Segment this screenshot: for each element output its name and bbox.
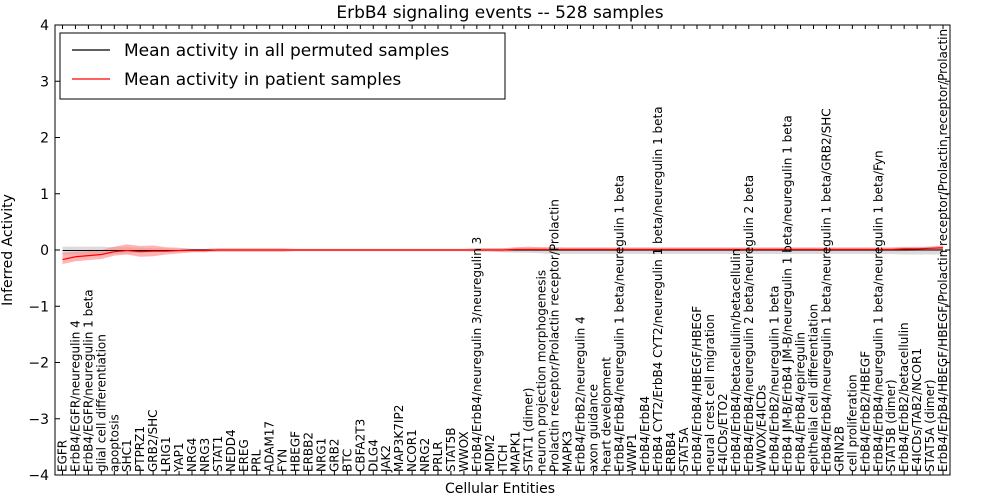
legend: Mean activity in all permuted samples Me… bbox=[59, 32, 506, 100]
y-tick-label: 1 bbox=[40, 187, 49, 203]
x-tick-label: STAT1 bbox=[211, 436, 225, 472]
x-tick-label: WWOX bbox=[457, 431, 471, 472]
x-tick-label: NRG2 bbox=[418, 438, 432, 472]
x-tick-label: GRIN2B bbox=[832, 426, 846, 472]
x-tick-label: YAP1 bbox=[172, 443, 186, 473]
series-line-1 bbox=[62, 247, 944, 261]
x-tick-label: ErbB4/ErbB4/betacellulin/betacellulin bbox=[729, 249, 743, 472]
x-tick-label: ErbB4/ErbB4 bbox=[638, 396, 652, 472]
x-tick-label: EREG bbox=[237, 439, 251, 472]
x-tick-label: PRL bbox=[250, 449, 264, 472]
x-tick-label: NRG3 bbox=[198, 438, 212, 472]
x-tick-label: ErbB4 CYT2/ErbB4 CYT2/neuregulin 1 beta/… bbox=[651, 106, 665, 472]
x-tick-label: ErbB4 JM-B/ErbB4 JM-B/neuregulin 1 beta/… bbox=[781, 115, 795, 472]
x-tick-label: HBEGF bbox=[289, 431, 303, 472]
x-tick-label: STAT5B bbox=[444, 428, 458, 473]
x-tick-label: DLG4 bbox=[366, 439, 380, 472]
x-tick-label: ErbB4/ErbB2/neuregulin 1 beta bbox=[768, 285, 782, 472]
x-tick-label: WWOX/E4ICDs bbox=[755, 385, 769, 472]
x-tick-label: SHC1 bbox=[120, 439, 134, 472]
y-tick-label: 2 bbox=[40, 131, 49, 147]
x-tick-label: ErbB4/ErbB2/betacellulin bbox=[897, 322, 911, 472]
x-tick-label: apoptosis bbox=[107, 414, 121, 472]
x-tick-label: ERBB4 bbox=[664, 432, 678, 472]
x-tick-label: ErbB4/ErbB4/HBEGF/HBEGF/Prolactin recept… bbox=[936, 29, 950, 472]
x-tick-label: E4ICDs/ETO2 bbox=[716, 393, 730, 472]
legend-box bbox=[59, 32, 506, 100]
x-tick-label: NEDD4 bbox=[224, 429, 238, 472]
x-tick-label: JAK2 bbox=[379, 445, 393, 473]
x-tick-label: axon guidance bbox=[586, 384, 600, 472]
x-tick-label: epithelial cell differentiation bbox=[807, 304, 821, 472]
x-tick-label: BTC bbox=[340, 449, 354, 472]
x-tick-label: GRB2/SHC bbox=[146, 409, 160, 472]
x-tick-label: ERBB2 bbox=[302, 432, 316, 472]
x-tick-label: ErbB4/ErbB4/neuregulin 1 beta/neuregulin… bbox=[819, 108, 833, 472]
x-tick-label: ErbB4/ErbB4/neuregulin 3/neuregulin 3 bbox=[470, 237, 484, 472]
x-tick-label: MAP3K7IP2 bbox=[392, 405, 406, 472]
x-tick-label: ErbB4/ErbB4/HBEGF/HBEGF bbox=[690, 306, 704, 472]
y-tick-label: 3 bbox=[40, 74, 49, 90]
x-tick-label: ErbB4/ErbB4/neuregulin 2 beta/neuregulin… bbox=[742, 175, 756, 472]
x-tick-label: ErbB4/ErbB2/neuregulin 4 bbox=[573, 316, 587, 472]
x-tick-label: STAT5B (dimer) bbox=[884, 379, 898, 472]
plot-area bbox=[62, 244, 944, 265]
x-tick-label: MDM2 bbox=[483, 434, 497, 472]
x-tick-label: PTPRZ1 bbox=[133, 426, 147, 472]
x-tick-label: EGFR bbox=[56, 440, 70, 472]
y-tick-label: −2 bbox=[28, 356, 49, 372]
y-axis: −4 −3 −2 −1 0 1 2 3 4 bbox=[28, 18, 950, 484]
y-tick-label: 4 bbox=[40, 18, 49, 34]
x-tick-label: STAT1 (dimer) bbox=[522, 388, 536, 472]
x-tick-label: heart development bbox=[599, 357, 613, 472]
y-tick-label: −3 bbox=[28, 412, 49, 428]
x-tick-label: GRB2 bbox=[327, 438, 341, 472]
x-tick-label: FYN bbox=[276, 449, 290, 472]
x-tick-label: Prolactin receptor/Prolactin receptor/Pr… bbox=[548, 199, 562, 472]
x-tick-label: ErbB4/ErbB4/neuregulin 1 beta/neuregulin… bbox=[871, 150, 885, 472]
x-tick-label: ErbB4/ErbB2/HBEGF bbox=[858, 351, 872, 472]
x-tick-label: neural crest cell migration bbox=[703, 314, 717, 472]
y-axis-label: Inferred Activity bbox=[0, 194, 16, 306]
x-tick-label: STAT5A (dimer) bbox=[923, 379, 937, 472]
x-tick-label: ErbB4/ErbB4/neuregulin 1 beta/neuregulin… bbox=[612, 175, 626, 472]
x-tick-label: E4ICDs/TAB2/NCOR1 bbox=[910, 348, 924, 472]
x-tick-label: WWP1 bbox=[625, 433, 639, 472]
legend-label-permuted: Mean activity in all permuted samples bbox=[124, 41, 449, 61]
x-tick-label: NCOR1 bbox=[405, 429, 419, 472]
x-tick-label: ErbB4/EGFR/neuregulin 1 beta bbox=[81, 289, 95, 472]
x-tick-label: ITCH bbox=[496, 444, 510, 472]
x-tick-label: NRG4 bbox=[185, 438, 199, 472]
x-tick-label: glial cell differentiation bbox=[94, 334, 108, 472]
x-tick-label: ErbB4/ErbB4/epiregulin bbox=[794, 332, 808, 472]
series-lines bbox=[62, 247, 944, 261]
x-tick-label: MAPK3 bbox=[560, 431, 574, 472]
x-tick-label: cell proliferation bbox=[845, 374, 859, 472]
x-tick-label: ADAM17 bbox=[263, 421, 277, 472]
x-tick-label: ErbB4/EGFR/neuregulin 4 bbox=[68, 320, 82, 472]
x-tick-label: STAT5A bbox=[677, 427, 691, 472]
chart-title: ErbB4 signaling events -- 528 samples bbox=[336, 3, 663, 23]
x-tick-label: MAPK1 bbox=[509, 431, 523, 472]
y-tick-label: −1 bbox=[28, 299, 49, 315]
x-axis-label: Cellular Entities bbox=[445, 481, 555, 497]
x-tick-label: PRLR bbox=[431, 441, 445, 472]
x-tick-label: NRG1 bbox=[314, 438, 328, 472]
x-tick-label: LRIG1 bbox=[159, 437, 173, 473]
y-tick-label: 0 bbox=[40, 243, 49, 259]
y-tick-label: −4 bbox=[28, 468, 49, 484]
x-tick-label: neuron projection morphogenesis bbox=[535, 270, 549, 472]
x-tick-label: CBFA2T3 bbox=[353, 419, 367, 472]
legend-label-patient: Mean activity in patient samples bbox=[124, 70, 401, 90]
